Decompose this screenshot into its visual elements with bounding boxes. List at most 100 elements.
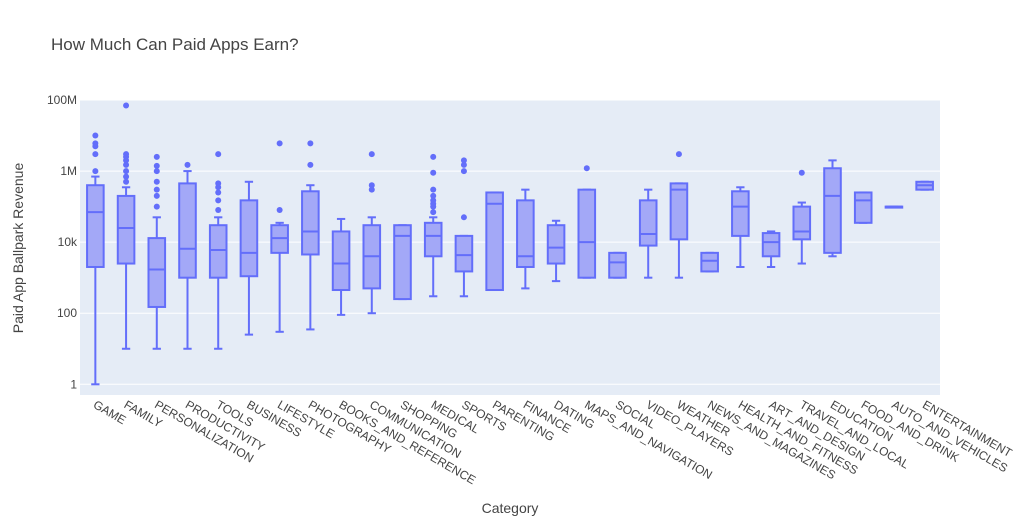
- box-art_and_design: [761, 230, 781, 268]
- outlier-point: [276, 207, 283, 214]
- box-body: [331, 230, 351, 292]
- outlier-point: [123, 178, 130, 185]
- box-body: [423, 221, 443, 258]
- outlier-point: [460, 161, 467, 168]
- x-axis-ticks: GAMEFAMILYPERSONALIZATIONPRODUCTIVITYTOO…: [91, 397, 1015, 487]
- outlier-point: [368, 182, 375, 189]
- box-communication: [362, 151, 382, 315]
- box-body: [823, 167, 842, 254]
- y-axis-ticks: 1 100 10k 1M 100M: [47, 93, 78, 391]
- y-tick-label: 1M: [60, 164, 77, 178]
- box-medical: [423, 153, 443, 298]
- outlier-point: [153, 203, 160, 210]
- box-body: [239, 199, 259, 278]
- outlier-point: [430, 153, 437, 160]
- outlier-point: [215, 151, 222, 158]
- box-body: [731, 190, 750, 237]
- box-books_and_reference: [331, 217, 351, 316]
- chart-title: How Much Can Paid Apps Earn?: [51, 35, 299, 54]
- outlier-point: [123, 151, 130, 158]
- box-business: [239, 180, 259, 336]
- outlier-point: [798, 169, 805, 176]
- outlier-point: [123, 161, 130, 168]
- outlier-point: [215, 189, 222, 196]
- box-shopping: [393, 224, 412, 301]
- outlier-point: [215, 207, 222, 214]
- y-axis-title: Paid App Ballpark Revenue: [10, 163, 26, 334]
- box-entertainment: [915, 180, 934, 191]
- box-body: [116, 194, 136, 265]
- box-weather: [669, 151, 689, 279]
- box-body: [669, 182, 689, 241]
- box-body: [546, 224, 566, 265]
- y-tick-label: 100: [57, 306, 77, 320]
- outlier-point: [123, 168, 130, 175]
- box-body: [577, 188, 597, 279]
- outlier-point: [430, 192, 437, 199]
- box-game: [86, 132, 105, 386]
- box-sports: [454, 157, 474, 298]
- box-lifestyle: [270, 140, 289, 333]
- box-body: [700, 251, 719, 273]
- box-body: [761, 232, 781, 258]
- box-body: [208, 224, 228, 279]
- box-body: [454, 234, 474, 273]
- outlier-point: [153, 153, 160, 160]
- box-maps_and_navigation: [577, 165, 597, 279]
- box-body: [393, 224, 412, 301]
- outlier-point: [153, 178, 160, 185]
- box-dating: [546, 219, 566, 283]
- outlier-point: [430, 169, 437, 176]
- box-family: [116, 102, 136, 350]
- outlier-point: [184, 161, 191, 168]
- outlier-point: [153, 192, 160, 199]
- outlier-point: [460, 214, 467, 221]
- box-food_and_drink: [853, 191, 873, 224]
- outlier-point: [675, 151, 682, 158]
- outlier-point: [460, 157, 467, 164]
- box-personalization: [147, 153, 167, 350]
- box-body: [516, 199, 535, 268]
- outlier-point: [276, 140, 283, 147]
- x-tick-label: GAME: [91, 397, 129, 427]
- box-body: [792, 205, 812, 241]
- box-health_and_fitness: [731, 186, 750, 268]
- outlier-point: [123, 102, 130, 109]
- box-body: [301, 190, 320, 256]
- outlier-point: [92, 168, 99, 175]
- outlier-point: [307, 161, 314, 168]
- outlier-point: [153, 162, 160, 169]
- y-tick-label: 100M: [47, 93, 77, 107]
- box-body: [608, 251, 627, 279]
- box-body: [178, 182, 197, 279]
- box-tools: [208, 151, 228, 350]
- outlier-point: [430, 209, 437, 216]
- box-productivity: [178, 161, 197, 350]
- box-education: [823, 159, 842, 258]
- outlier-point: [368, 186, 375, 193]
- outlier-point: [215, 197, 222, 204]
- box-body: [147, 237, 167, 308]
- outlier-point: [430, 197, 437, 204]
- outlier-point: [307, 140, 314, 147]
- box-travel_and_local: [792, 169, 812, 265]
- box-auto_and_vehicles: [884, 205, 904, 209]
- outlier-point: [368, 151, 375, 158]
- box-body: [853, 191, 873, 224]
- box-news_and_magazines: [700, 251, 719, 273]
- outlier-point: [215, 180, 222, 187]
- outlier-point: [153, 168, 160, 175]
- outlier-point: [583, 165, 590, 172]
- box-photography: [301, 140, 320, 331]
- box-social: [608, 251, 627, 279]
- y-tick-label: 1: [70, 377, 77, 391]
- outlier-point: [123, 173, 130, 180]
- box-body: [86, 184, 105, 268]
- y-tick-label: 10k: [58, 235, 78, 249]
- box-body: [638, 199, 658, 247]
- outlier-point: [92, 132, 99, 139]
- boxes: [86, 102, 934, 386]
- outlier-point: [153, 186, 160, 193]
